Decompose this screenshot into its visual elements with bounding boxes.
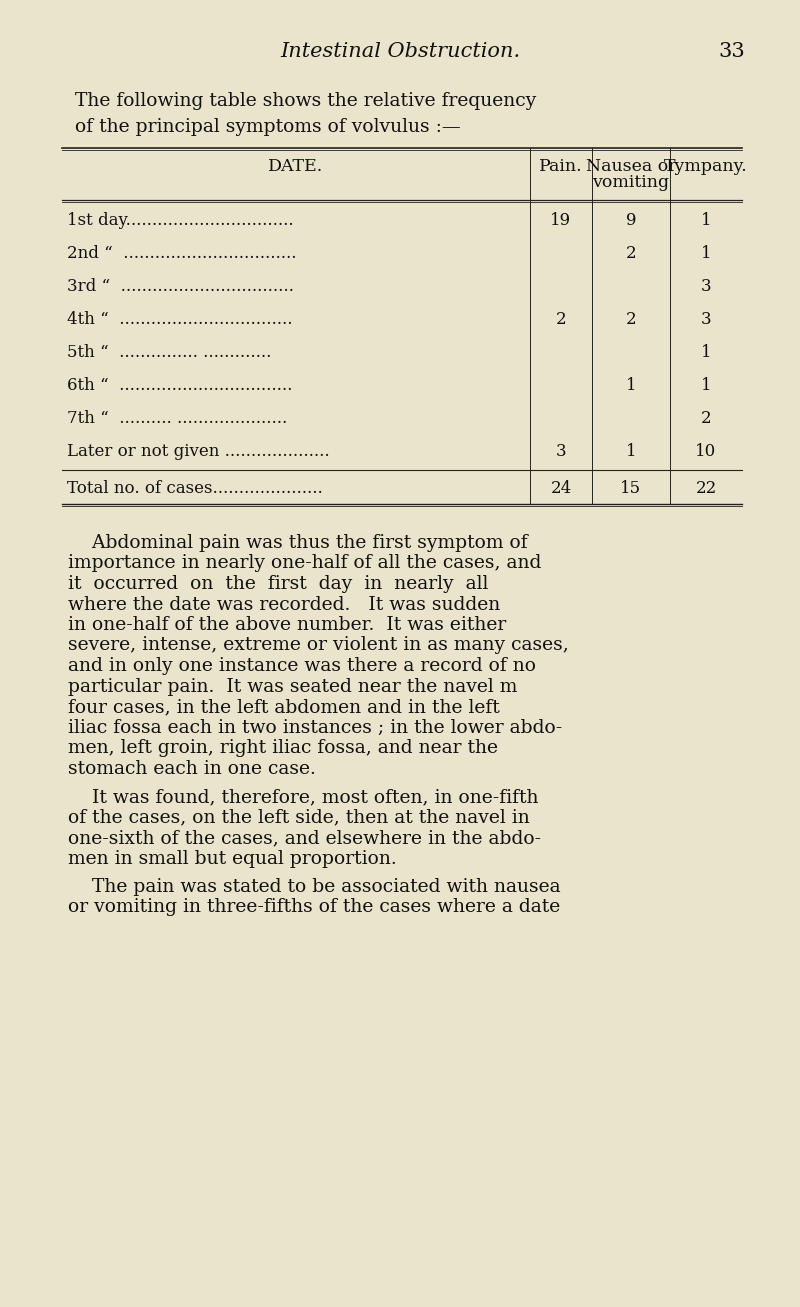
Text: 15: 15 — [621, 480, 642, 497]
Text: Nausea or: Nausea or — [586, 158, 676, 175]
Text: and in only one instance was there a record of no: and in only one instance was there a rec… — [68, 657, 536, 674]
Text: Pain.: Pain. — [539, 158, 583, 175]
Text: vomiting: vomiting — [593, 174, 670, 191]
Text: of the principal symptoms of volvulus :—: of the principal symptoms of volvulus :— — [75, 118, 461, 136]
Text: in one-half of the above number.  It was either: in one-half of the above number. It was … — [68, 616, 506, 634]
Text: The pain was stated to be associated with nausea: The pain was stated to be associated wit… — [68, 878, 561, 897]
Text: 9: 9 — [626, 212, 636, 229]
Text: men in small but equal proportion.: men in small but equal proportion. — [68, 850, 397, 868]
Text: 1: 1 — [701, 212, 711, 229]
Text: one-sixth of the cases, and elsewhere in the abdo-: one-sixth of the cases, and elsewhere in… — [68, 829, 541, 847]
Text: 5th “  ............... .............: 5th “ ............... ............. — [67, 344, 271, 361]
Text: 3: 3 — [701, 311, 711, 328]
Text: particular pain.  It was seated near the navel m: particular pain. It was seated near the … — [68, 677, 518, 695]
Text: 24: 24 — [550, 480, 572, 497]
Text: Total no. of cases.....................: Total no. of cases..................... — [67, 480, 322, 497]
Text: men, left groin, right iliac fossa, and near the: men, left groin, right iliac fossa, and … — [68, 738, 498, 757]
Text: DATE.: DATE. — [268, 158, 324, 175]
Text: Intestinal Obstruction.: Intestinal Obstruction. — [280, 42, 520, 61]
Text: iliac fossa each in two instances ; in the lower abdo-: iliac fossa each in two instances ; in t… — [68, 719, 562, 737]
Text: Tympany.: Tympany. — [664, 158, 748, 175]
Text: 3: 3 — [701, 278, 711, 295]
Text: or vomiting in three-fifths of the cases where a date: or vomiting in three-fifths of the cases… — [68, 898, 560, 916]
Text: 2: 2 — [556, 311, 566, 328]
Text: 2nd “  .................................: 2nd “ ................................. — [67, 244, 297, 261]
Text: where the date was recorded.   It was sudden: where the date was recorded. It was sudd… — [68, 596, 500, 613]
Text: 2: 2 — [701, 410, 711, 427]
Text: four cases, in the left abdomen and in the left: four cases, in the left abdomen and in t… — [68, 698, 500, 716]
Text: Abdominal pain was thus the first symptom of: Abdominal pain was thus the first sympto… — [68, 535, 528, 552]
Text: 3: 3 — [556, 443, 566, 460]
Text: of the cases, on the left side, then at the navel in: of the cases, on the left side, then at … — [68, 809, 530, 826]
Text: stomach each in one case.: stomach each in one case. — [68, 759, 316, 778]
Text: 1: 1 — [701, 344, 711, 361]
Text: 2: 2 — [626, 311, 636, 328]
Text: 4th “  .................................: 4th “ ................................. — [67, 311, 293, 328]
Text: 10: 10 — [695, 443, 717, 460]
Text: 3rd “  .................................: 3rd “ ................................. — [67, 278, 294, 295]
Text: 1st day................................: 1st day................................ — [67, 212, 294, 229]
Text: it  occurred  on  the  first  day  in  nearly  all: it occurred on the first day in nearly a… — [68, 575, 488, 593]
Text: 1: 1 — [701, 376, 711, 393]
Text: Later or not given ....................: Later or not given .................... — [67, 443, 330, 460]
Text: 7th “  .......... .....................: 7th “ .......... ..................... — [67, 410, 287, 427]
Text: The following table shows the relative frequency: The following table shows the relative f… — [75, 91, 536, 110]
Text: 22: 22 — [695, 480, 717, 497]
Text: severe, intense, extreme or violent in as many cases,: severe, intense, extreme or violent in a… — [68, 637, 569, 655]
Text: 1: 1 — [626, 376, 636, 393]
Text: 6th “  .................................: 6th “ ................................. — [67, 376, 292, 393]
Text: 19: 19 — [550, 212, 571, 229]
Text: It was found, therefore, most often, in one-fifth: It was found, therefore, most often, in … — [68, 788, 538, 806]
Text: 2: 2 — [626, 244, 636, 261]
Text: 33: 33 — [718, 42, 745, 61]
Text: 1: 1 — [626, 443, 636, 460]
Text: importance in nearly one-half of all the cases, and: importance in nearly one-half of all the… — [68, 554, 542, 572]
Text: 1: 1 — [701, 244, 711, 261]
